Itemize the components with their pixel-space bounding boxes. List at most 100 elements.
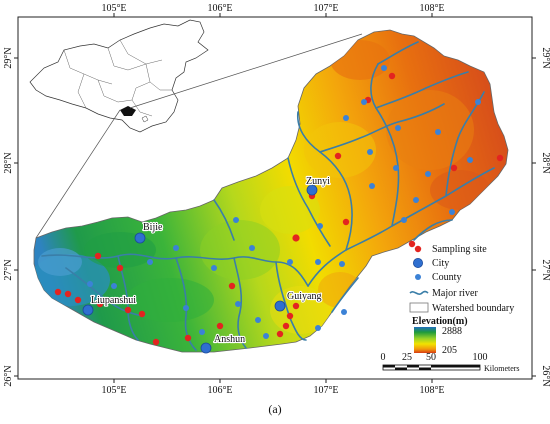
sampling-site-marker [342,218,350,226]
scale-bar-segment [395,367,407,370]
left-lat-ticks: 29°N 28°N 27°N 26°N [3,47,18,387]
inset-connector-line [129,33,363,109]
legend-item-county: County [415,272,461,283]
sampling-site-marker [496,154,504,162]
elevation-min-label: 205 [442,345,457,356]
county-marker [199,329,205,335]
scale-bar-segment [431,365,480,368]
scale-tick-label: 0 [381,352,386,363]
legend-sampling-site-label: Sampling site [432,244,487,255]
sampling-site-marker [184,334,192,342]
figure-caption: (a) [268,402,281,416]
sampling-site-marker [216,322,224,330]
legend-sampling-site-symbol [414,245,422,253]
sampling-site-marker [408,240,416,248]
legend-item-watershed-boundary: Watershed boundary [409,302,514,314]
legend: Sampling site City County Major river Wa… [409,244,514,356]
sampling-site-marker [228,282,236,290]
county-marker [263,333,269,339]
major-rivers [41,41,495,351]
scale-bar-segment [407,365,419,368]
sampling-site-marker [388,72,396,80]
sampling-site-marker [282,322,290,330]
sampling-site-marker [276,330,284,338]
sampling-site-marker [292,234,300,242]
county-marker [393,165,399,171]
legend-city-label: City [432,258,449,269]
city-label-liupanshui: Liupanshui [91,295,136,306]
sampling-site-marker [74,296,82,304]
legend-elevation-title: Elevation(m) [412,316,468,327]
city-marker-zunyi [306,184,318,196]
county-marker [435,129,441,135]
scale-unit-label: Kilometers [484,364,520,373]
legend-item-major-river: Major river [409,288,478,299]
city-label-anshun: Anshun [214,334,245,345]
sampling-site-marker [138,310,146,318]
county-marker [341,309,347,315]
county-marker [249,245,255,251]
county-marker [147,259,153,265]
city-marker-anshun [200,342,212,354]
legend-county-symbol [415,274,421,280]
legend-watershed-boundary-label: Watershed boundary [432,303,514,314]
county-points [87,65,481,339]
county-marker [339,261,345,267]
county-marker [367,149,373,155]
county-marker [233,217,239,223]
county-marker [467,157,473,163]
city-marker-liupanshui [82,304,94,316]
bottom-lon-tick: 106°E [207,385,232,396]
county-marker [111,283,117,289]
county-marker [211,265,217,271]
sampling-site-marker [96,300,104,308]
top-lon-tick: 108°E [419,3,444,14]
sampling-sites [54,72,504,346]
legend-city-symbol [412,257,423,268]
county-marker [183,305,189,311]
county-marker [381,65,387,71]
top-lon-ticks: 105°E 106°E 107°E 108°E [101,3,445,17]
county-marker [449,209,455,215]
legend-river-symbol [409,290,429,295]
sampling-site-marker [152,338,160,346]
elevation-max-label: 2888 [442,326,462,337]
county-marker [401,217,407,223]
left-lat-tick: 29°N [3,47,14,68]
top-lon-tick: 107°E [313,3,338,14]
top-lon-tick: 106°E [207,3,232,14]
legend-item-sampling-site: Sampling site [414,244,487,255]
elevation-color-ramp [414,327,436,353]
sampling-site-marker [64,290,72,298]
county-marker [343,115,349,121]
scale-bar-segment [419,367,431,370]
city-label-zunyi: Zunyi [306,176,330,187]
scale-tick-label: 50 [426,352,436,363]
guizhou-highlight [120,106,136,116]
city-marker-bijie [134,232,146,244]
scale-tick-label: 100 [473,352,488,363]
city-label-bijie: Bijie [143,222,163,233]
right-lat-tick: 28°N [540,152,550,173]
sampling-site-marker [116,264,124,272]
county-marker [369,183,375,189]
county-marker [235,301,241,307]
sampling-site-marker [54,288,62,296]
right-lat-tick: 27°N [540,259,550,280]
legend-county-label: County [432,272,461,283]
legend-boundary-symbol [409,302,429,313]
bottom-lon-tick: 107°E [313,385,338,396]
scale-bar: 0 25 50 100 Kilometers [381,352,520,373]
county-marker [425,171,431,177]
county-marker [287,259,293,265]
city-labels: Bijie Zunyi Liupanshui Guiyang Anshun [90,175,331,346]
right-lat-ticks: 29°N 28°N 27°N 26°N [532,47,550,387]
county-marker [317,223,323,229]
county-marker [87,281,93,287]
bottom-lon-tick: 108°E [419,385,444,396]
sampling-site-marker [334,152,342,160]
top-lon-tick: 105°E [101,3,126,14]
county-marker [173,245,179,251]
left-lat-tick: 26°N [3,365,14,386]
